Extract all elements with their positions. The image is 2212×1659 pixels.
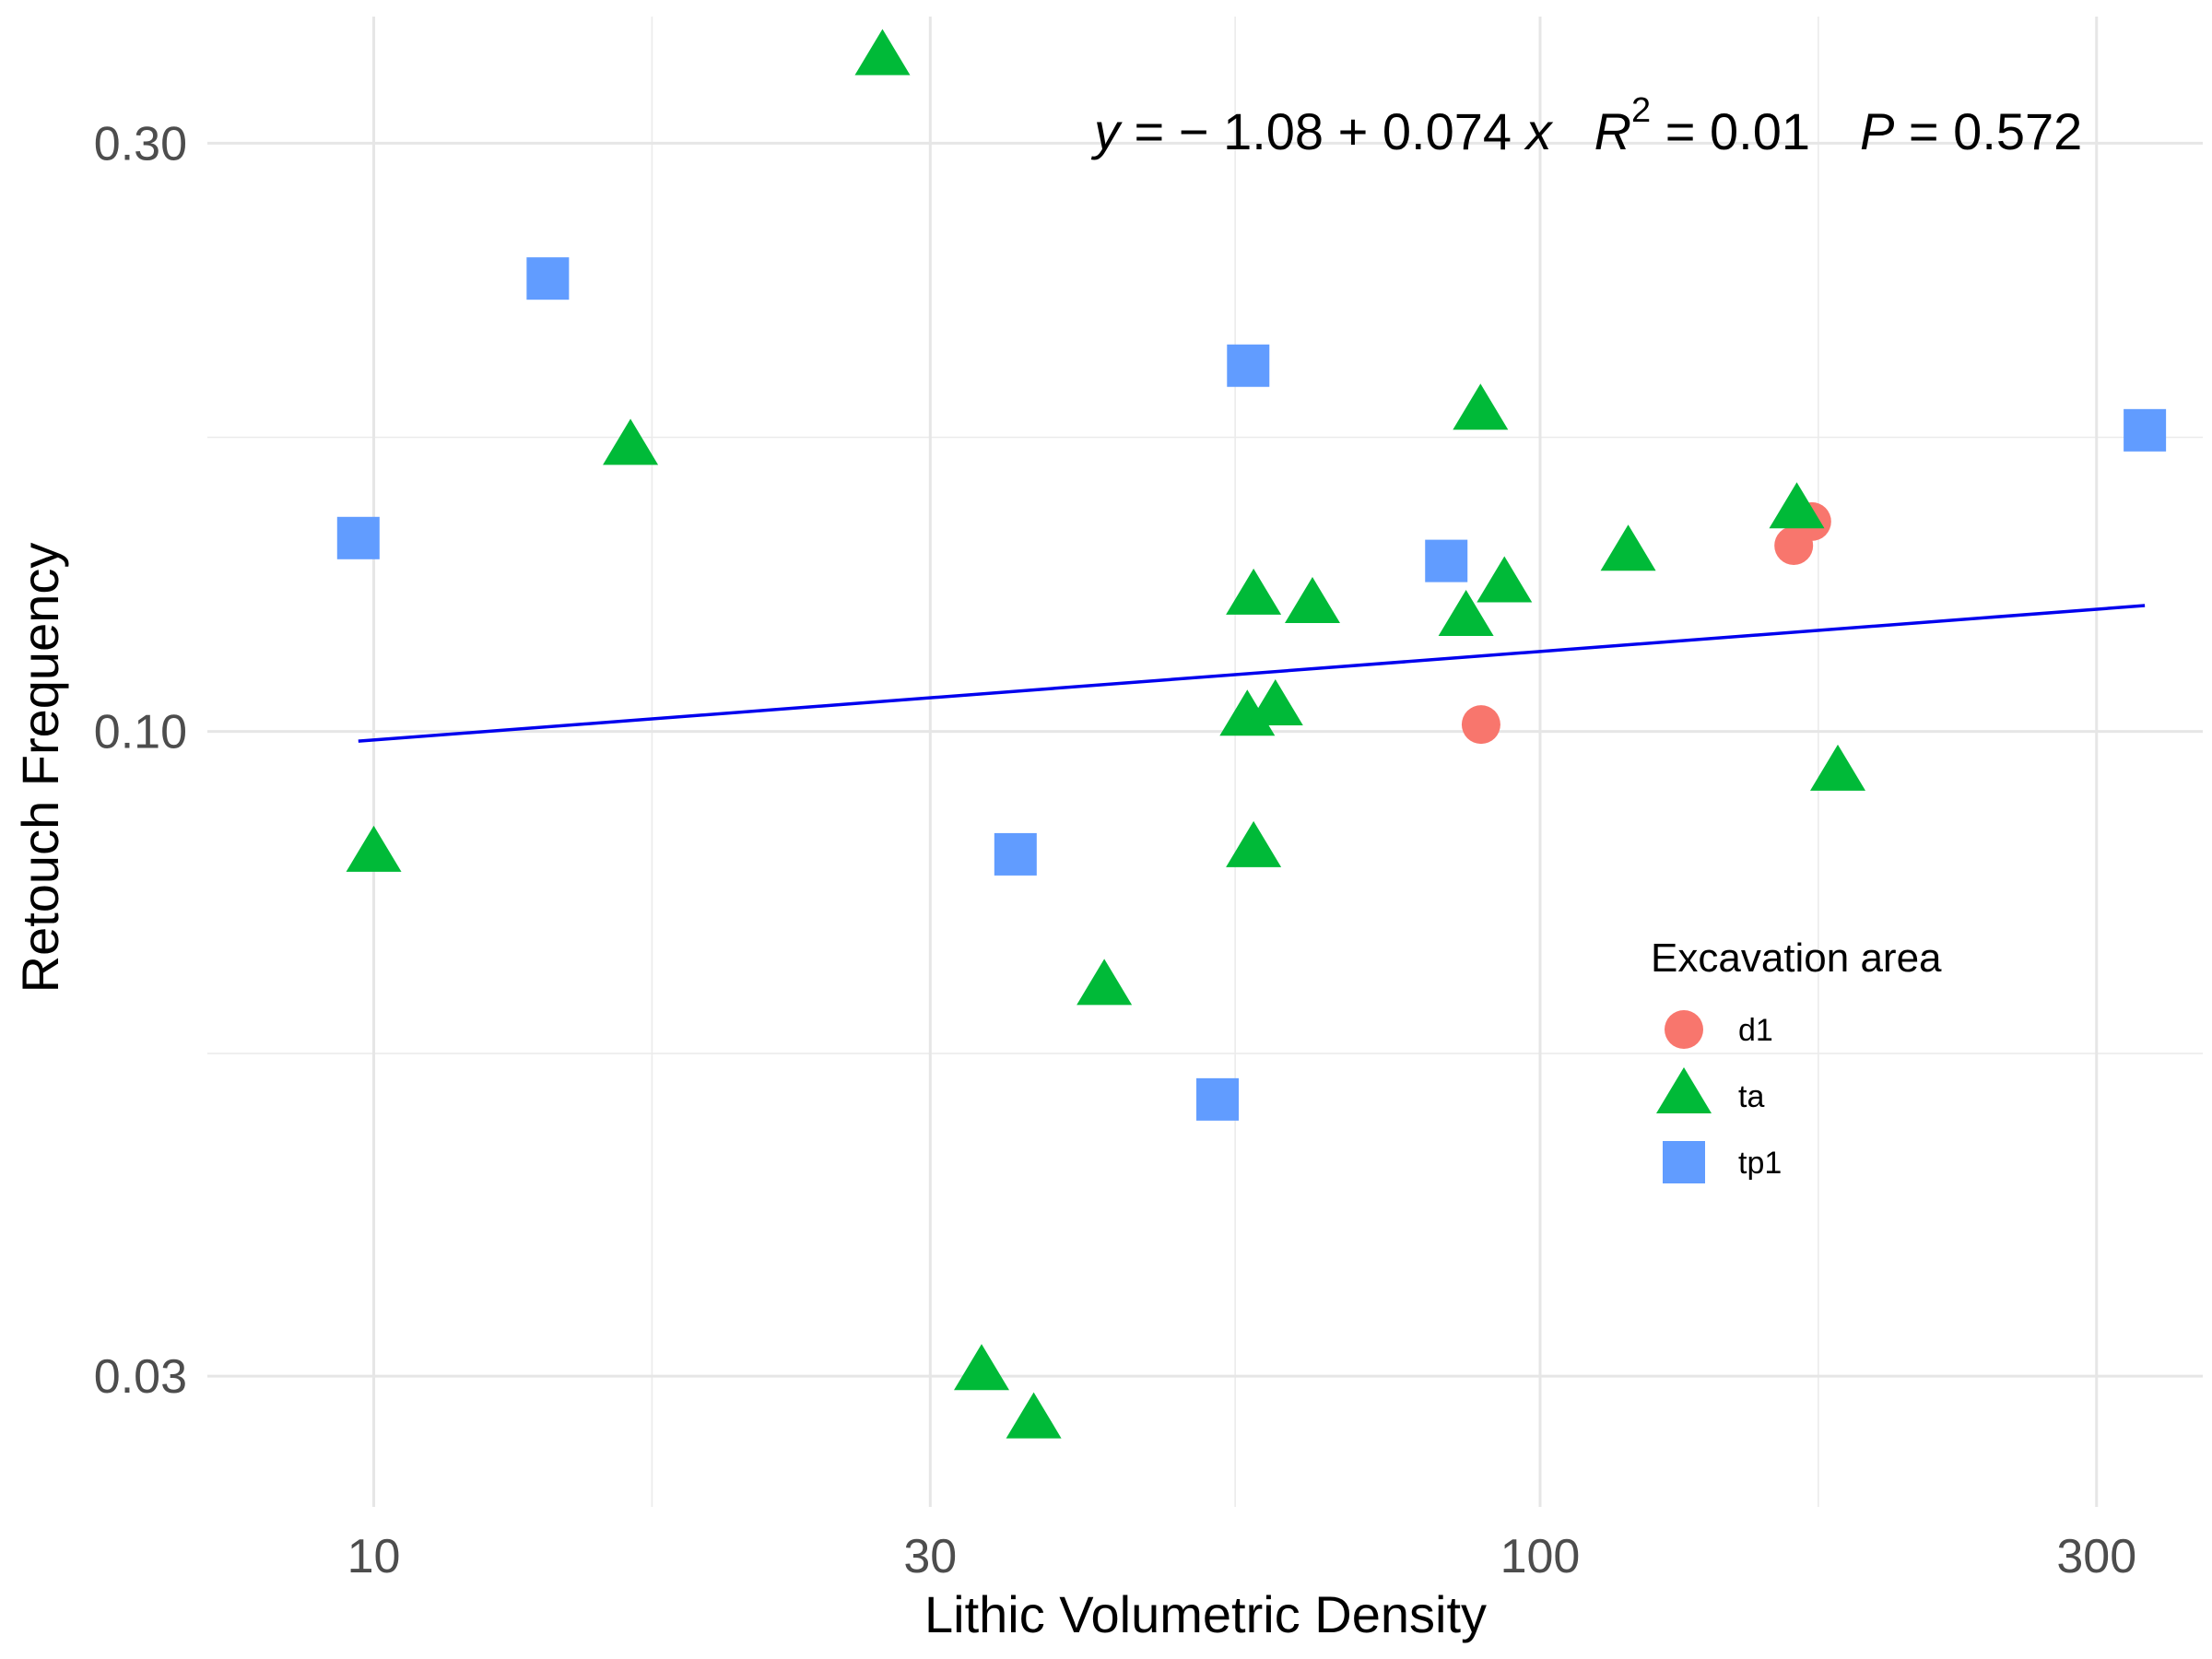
annotation-x-var: x — [1524, 102, 1554, 160]
data-point-d1 — [1461, 705, 1500, 745]
series-ta — [346, 29, 1866, 1439]
data-point-tp1 — [1425, 539, 1468, 582]
legend-items: d1 ta tp1 — [1656, 1010, 1782, 1183]
data-point-ta — [1769, 482, 1825, 529]
x-tick-label: 10 — [347, 1530, 401, 1583]
data-point-ta — [346, 825, 402, 872]
data-point-tp1 — [994, 832, 1037, 876]
legend-key-ta — [1656, 1067, 1712, 1113]
data-point-tp1 — [2124, 408, 2167, 452]
data-points — [336, 29, 2167, 1439]
series-d1 — [1461, 501, 1831, 745]
legend-key-d1 — [1665, 1010, 1703, 1049]
data-point-ta — [1810, 744, 1866, 791]
data-point-ta — [1226, 568, 1282, 615]
data-point-ta — [1247, 679, 1303, 726]
data-point-ta — [1477, 556, 1533, 603]
fit-line-layer — [358, 604, 2146, 743]
legend-label-d1: d1 — [1738, 1013, 1773, 1048]
legend-item-d1: d1 — [1665, 1010, 1773, 1049]
tick-labels: 10 30 100 300 0.03 0.10 0.30 — [94, 117, 2136, 1583]
y-tick-label: 0.10 — [94, 706, 187, 759]
data-point-tp1 — [1227, 344, 1270, 387]
y-tick-label: 0.03 — [94, 1350, 187, 1404]
annotation-r-symbol: R — [1594, 102, 1631, 160]
annotation-p-value: = 0.572 — [1894, 102, 2082, 160]
series-tp1 — [336, 257, 2167, 1121]
legend: Excavation area d1 ta tp1 — [1651, 935, 1942, 1183]
legend-item-ta: ta — [1656, 1067, 1764, 1114]
data-point-ta — [1006, 1392, 1062, 1439]
regression-line — [358, 604, 2146, 743]
data-point-ta — [1226, 820, 1282, 867]
legend-label-tp1: tp1 — [1738, 1146, 1782, 1181]
legend-key-tp1 — [1663, 1141, 1705, 1183]
y-tick-label: 0.30 — [94, 117, 187, 171]
legend-item-tp1: tp1 — [1663, 1141, 1782, 1183]
data-point-ta — [954, 1344, 1010, 1391]
data-point-ta — [854, 29, 911, 76]
data-point-tp1 — [1196, 1077, 1240, 1121]
grid — [207, 17, 2203, 1507]
data-point-tp1 — [526, 257, 570, 300]
data-point-ta — [1284, 577, 1340, 624]
data-point-tp1 — [336, 516, 380, 559]
x-tick-label: 100 — [1500, 1530, 1581, 1583]
annotation-r-superscript: 2 — [1631, 91, 1651, 130]
annotation-r2-value: = 0.01 — [1651, 102, 1810, 160]
data-point-ta — [1453, 383, 1509, 430]
legend-title: Excavation area — [1651, 935, 1942, 981]
x-tick-label: 300 — [2056, 1530, 2136, 1583]
annotation-p-symbol: P — [1860, 102, 1894, 160]
y-axis-title: Retouch Frequency — [11, 543, 69, 994]
data-point-ta — [1077, 959, 1133, 1006]
annotation-equation: = − 1.08 + 0.074 — [1120, 102, 1526, 160]
x-axis-title: Lithic Volumetric Density — [924, 1585, 1487, 1643]
data-point-ta — [1600, 524, 1656, 571]
annotation-y-var: y — [1090, 102, 1123, 160]
data-point-ta — [603, 418, 659, 465]
regression-annotation: y = − 1.08 + 0.074 x R2 = 0.01 P = 0.572 — [1090, 91, 2082, 160]
x-tick-label: 30 — [903, 1530, 957, 1583]
data-point-ta — [1438, 589, 1494, 636]
legend-label-ta: ta — [1738, 1079, 1764, 1114]
